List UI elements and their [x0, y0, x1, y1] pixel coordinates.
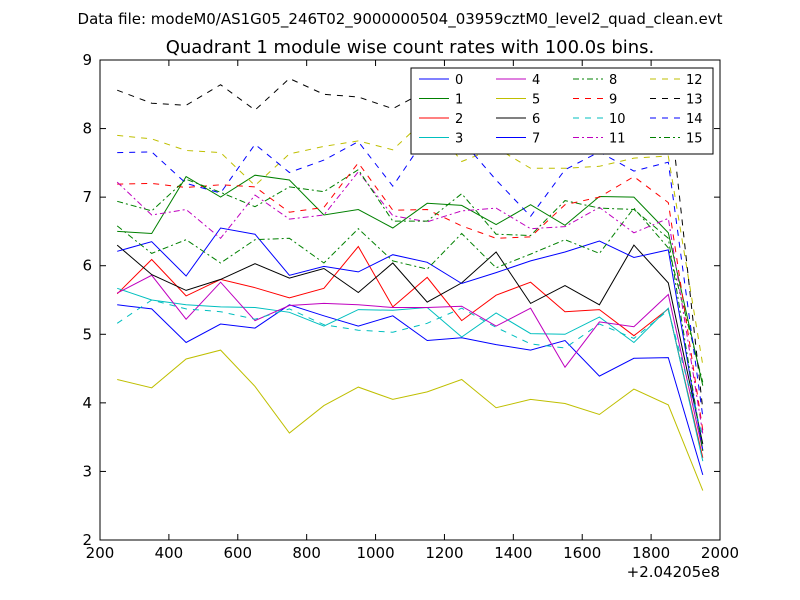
series-line-6: [116, 244, 704, 445]
x-tick-label: 1000: [356, 544, 394, 562]
x-tick-label: 200: [86, 544, 115, 562]
x-tick-label: 1200: [425, 544, 463, 562]
series-line-0: [117, 304, 704, 476]
legend-label-14: 14: [686, 112, 703, 127]
legend-label-2: 2: [455, 112, 463, 127]
legend-label-8: 8: [609, 73, 617, 88]
legend-box: [410, 67, 714, 155]
axes: 200 400 600 800 1000 1200 1400 1600 1800 2000 2 3 4 5…: [82, 51, 739, 562]
legend-label-13: 13: [686, 93, 703, 108]
data-file-header: Data file: modeM0/AS1G05_246T02_90000005…: [78, 10, 723, 29]
x-tick-label: 1400: [494, 544, 532, 562]
legend-label-6: 6: [532, 112, 540, 127]
legend-label-5: 5: [532, 93, 540, 108]
x-tick-label: 400: [155, 544, 184, 562]
legend-label-3: 3: [455, 132, 463, 147]
legend-label-12: 12: [686, 73, 703, 88]
series-line-15: [117, 169, 704, 451]
legend-label-9: 9: [609, 93, 617, 108]
x-tick-label: 1600: [563, 544, 601, 562]
y-tick-label: 4: [82, 394, 92, 412]
plot-frame: [99, 59, 721, 541]
legend-label-10: 10: [609, 112, 626, 127]
series-line-12: [117, 116, 704, 366]
series-line-9: [117, 162, 704, 431]
x-tick-label: 2000: [701, 544, 739, 562]
x-tick-label: 1800: [632, 544, 670, 562]
legend-label-11: 11: [609, 132, 626, 147]
x-tick-label: 800: [292, 544, 321, 562]
y-tick-label: 8: [82, 120, 92, 138]
series-line-7: [117, 227, 704, 451]
series-line-14: [117, 134, 704, 417]
x-tick-label: 600: [223, 544, 252, 562]
y-tick-label: 2: [82, 531, 92, 549]
y-tick-label: 3: [82, 462, 92, 480]
legend-label-7: 7: [532, 132, 540, 147]
series-line-2: [116, 245, 704, 458]
chart-title: Quadrant 1 module wise count rates with …: [166, 37, 655, 58]
series-line-3: [117, 287, 704, 462]
series-line-8: [116, 207, 704, 383]
legend-label-15: 15: [686, 132, 703, 147]
series-line-4: [116, 274, 704, 452]
legend-label-1: 1: [455, 93, 463, 108]
y-tick-label: 9: [82, 51, 92, 69]
series-line-5: [117, 349, 704, 491]
series-line-11: [116, 170, 704, 434]
y-tick-label: 7: [82, 188, 92, 206]
legend-label-4: 4: [532, 73, 540, 88]
y-tick-label: 6: [82, 257, 92, 275]
x-axis-offset-label: +2.04205e8: [627, 563, 720, 581]
series-line-1: [117, 174, 704, 386]
legend-label-0: 0: [455, 73, 463, 88]
y-tick-label: 5: [82, 325, 92, 343]
